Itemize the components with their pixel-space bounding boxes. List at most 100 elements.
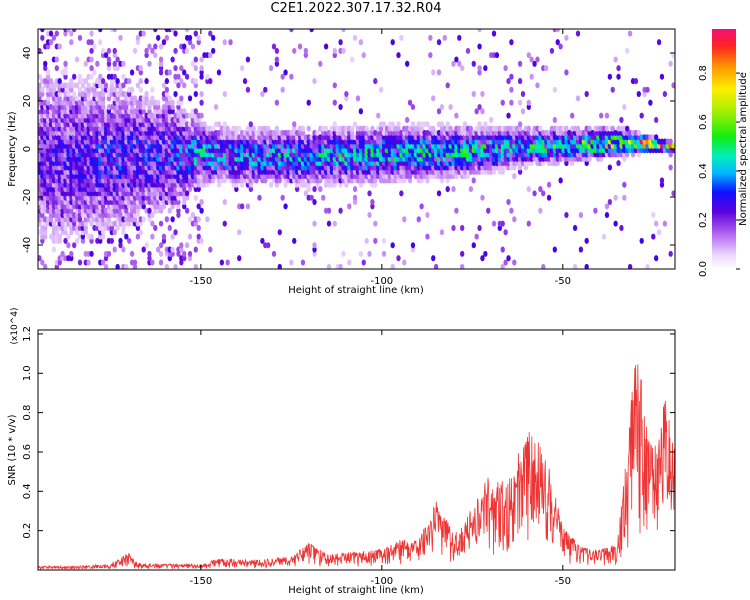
heatmap-cell	[517, 121, 523, 128]
heatmap-cell	[338, 39, 343, 46]
heatmap-cell	[483, 121, 488, 128]
heatmap-cell	[147, 108, 152, 115]
heatmap-cell	[448, 103, 453, 111]
heatmap-cell	[480, 91, 485, 98]
snr-y-axis-label: SNR (10 * v/v)	[7, 414, 18, 485]
heatmap-cell	[390, 121, 395, 128]
colorbar-label: Normalized spectral amplitude	[738, 72, 749, 226]
heatmap-cell	[277, 263, 282, 269]
heatmap-cell	[239, 203, 245, 210]
heatmap-cell	[332, 121, 337, 128]
heatmap-cell	[187, 233, 193, 240]
heatmap-cell	[396, 121, 401, 128]
heatmap-cell	[158, 69, 164, 76]
heatmap-cell	[668, 151, 673, 158]
heatmap-cell	[193, 56, 198, 63]
heatmap-cell	[601, 233, 607, 240]
heatmap-cell	[263, 177, 268, 184]
heatmap-cell	[38, 255, 42, 262]
heatmap-cell	[500, 246, 505, 253]
heatmap-cell	[532, 190, 537, 197]
heatmap-cell	[45, 99, 51, 106]
heatmap-cell	[613, 56, 618, 63]
heatmap-cell	[294, 186, 300, 193]
heatmap-cell	[460, 65, 465, 72]
heatmap-cell	[211, 177, 216, 184]
heatmap-cell	[419, 125, 424, 132]
heatmap-cell	[182, 203, 187, 210]
heatmap-cell	[373, 177, 378, 184]
heatmap-cell	[51, 34, 57, 41]
heatmap-cell	[517, 168, 523, 175]
heatmap-cell	[619, 224, 624, 231]
heatmap-cell	[506, 199, 511, 206]
heatmap-cell	[158, 60, 164, 67]
heatmap-cell	[45, 43, 51, 50]
heatmap-cell	[381, 250, 387, 257]
heatmap-cell	[654, 134, 659, 141]
x-tick-label: -100	[370, 576, 393, 587]
heatmap-cell	[83, 220, 88, 227]
y-tick-label: 40	[22, 47, 33, 60]
heatmap-cell	[199, 65, 204, 72]
heatmap-cell	[187, 34, 193, 41]
heatmap-cell	[124, 207, 129, 214]
heatmap-cell	[338, 263, 343, 269]
heatmap-cell	[309, 194, 314, 201]
heatmap-cell	[477, 224, 482, 231]
heatmap-cell	[86, 82, 91, 89]
heatmap-cell	[352, 186, 358, 193]
heatmap-cell	[512, 216, 517, 223]
heatmap-cell	[477, 121, 482, 128]
heatmap-cell	[83, 60, 88, 67]
heatmap-cell	[161, 39, 167, 46]
heatmap-cell	[43, 224, 48, 231]
heatmap-cell	[158, 43, 164, 50]
heatmap-cell	[112, 47, 117, 54]
heatmap-cell	[332, 82, 337, 89]
heatmap-cell	[196, 116, 201, 123]
heatmap-cell	[54, 229, 59, 236]
heatmap-cell	[636, 129, 641, 136]
heatmap-cell	[442, 34, 447, 41]
heatmap-cell	[63, 69, 68, 76]
heatmap-cell	[656, 39, 662, 46]
heatmap-cell	[115, 263, 120, 269]
heatmap-cell	[381, 121, 387, 128]
heatmap-cell	[526, 52, 531, 59]
heatmap-cell	[100, 233, 106, 240]
heatmap-cell	[176, 211, 181, 219]
heatmap-cell	[98, 29, 103, 33]
heatmap-cell	[144, 47, 149, 54]
heatmap-cell	[503, 259, 508, 266]
heatmap-cell	[312, 186, 317, 193]
heatmap-cell	[370, 125, 375, 132]
heatmap-cell	[471, 177, 476, 184]
heatmap-cell	[80, 233, 86, 240]
y-tick-label: 20	[22, 95, 33, 108]
heatmap-cell	[300, 177, 306, 184]
colorbar: 0.0 0.2 0.4 0.6 0.8 Normalized spectral ampl…	[698, 29, 749, 277]
heatmap-cell	[460, 250, 465, 257]
heatmap-cell	[352, 121, 358, 128]
heatmap-cell	[651, 211, 656, 219]
heatmap-cell	[332, 52, 337, 59]
heatmap-cell	[63, 229, 68, 236]
heatmap-cell	[164, 34, 170, 41]
heatmap-cell	[100, 99, 106, 106]
heatmap-cell	[112, 52, 117, 59]
heatmap-cell	[72, 29, 77, 33]
heatmap-cell	[184, 242, 190, 249]
heatmap-cell	[173, 229, 178, 236]
heatmap-cell	[436, 39, 442, 46]
heatmap-cell	[196, 186, 201, 193]
heatmap-cell	[419, 203, 424, 210]
heatmap-cell	[193, 82, 198, 89]
heatmap-cell	[257, 194, 262, 201]
heatmap-cell	[167, 255, 172, 262]
heatmap-cell	[271, 43, 277, 50]
heatmap-cell	[248, 121, 253, 128]
heatmap-cell	[627, 263, 633, 269]
heatmap-cell	[66, 242, 71, 249]
heatmap-cell	[439, 177, 445, 184]
